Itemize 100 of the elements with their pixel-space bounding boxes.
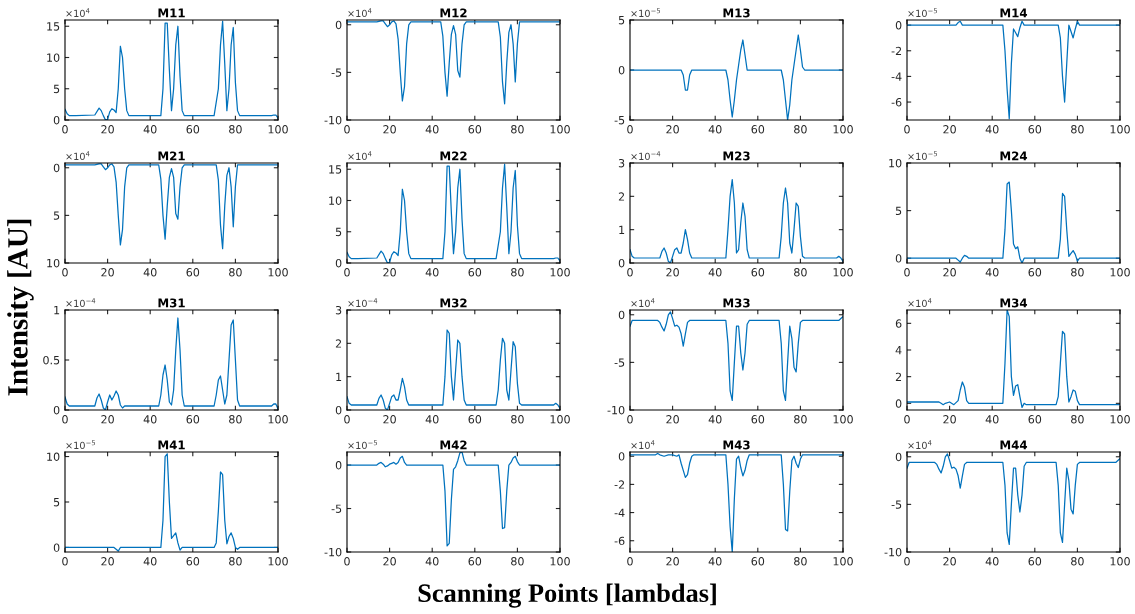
chart-title: M32 <box>440 298 467 308</box>
x-tick-label: 80 <box>229 557 242 566</box>
x-tick-label: 100 <box>833 125 853 134</box>
text: ×10$^{−4}$ <box>66 298 96 308</box>
x-tick-label: 40 <box>425 557 439 566</box>
chart-title: M34 <box>1000 298 1028 308</box>
x-tick-label: 80 <box>794 125 807 134</box>
x-tick-label: 60 <box>186 415 200 424</box>
y-tick-label: 0 <box>618 310 625 320</box>
x-tick-label: 60 <box>1028 557 1042 566</box>
x-tick-label: 60 <box>751 415 765 424</box>
text: ×10$^{−5}$ <box>908 151 938 161</box>
text: ×10$^{−5}$ <box>631 8 661 18</box>
x-tick-label: 20 <box>666 125 679 134</box>
x-tick-label: 100 <box>833 557 853 566</box>
x-tick-label: 80 <box>1071 415 1084 424</box>
y-tick-label: 10 <box>47 258 60 268</box>
chart-title: M12 <box>440 8 467 18</box>
x-tick-label: 100 <box>1110 125 1130 134</box>
x-tick-label: 80 <box>1071 125 1084 134</box>
x-tick-label: 80 <box>229 125 242 134</box>
x-tick-label: 60 <box>751 557 765 566</box>
y-tick-label: 0 <box>335 258 342 268</box>
y-tick-label: 0 <box>53 115 60 125</box>
x-tick-label: 60 <box>1028 268 1042 277</box>
chart-title: M24 <box>1000 151 1028 161</box>
x-tick-label: 80 <box>794 557 807 566</box>
x-tick-label: 60 <box>468 268 482 277</box>
y-tick-label: -5 <box>614 116 625 125</box>
line-series <box>907 20 1120 120</box>
x-tick-label: 80 <box>511 125 524 134</box>
y-tick-label: 1 <box>54 306 60 315</box>
x-tick-label: 20 <box>943 557 956 566</box>
y-tick-label: 1 <box>619 225 625 234</box>
x-tick-label: 60 <box>468 125 482 134</box>
y-tick-label: 0 <box>618 452 625 461</box>
x-tick-label: 40 <box>985 268 999 277</box>
x-tick-label: 20 <box>943 268 956 277</box>
y-tick-label: 3 <box>618 158 625 168</box>
y-tick-label: -5 <box>891 500 902 509</box>
y-tick-label: 4 <box>895 346 902 355</box>
x-tick-label: 60 <box>186 268 200 277</box>
x-tick-label: 40 <box>143 125 157 134</box>
y-tick-label: 1 <box>336 372 342 381</box>
chart-title: M22 <box>440 151 467 161</box>
y-tick-label: 6 <box>895 319 902 328</box>
x-tick-label: 40 <box>985 415 999 424</box>
x-tick-label: 0 <box>627 125 633 134</box>
x-tick-label: 80 <box>229 268 242 277</box>
text: ×10$^{4}$ <box>908 440 932 450</box>
text: ×10$^{4}$ <box>631 298 655 308</box>
y-tick-label: -10 <box>324 547 342 557</box>
text: ×10$^{4}$ <box>908 298 932 308</box>
y-tick-label: 2 <box>618 192 625 201</box>
line-series <box>65 20 278 120</box>
x-tick-label: 0 <box>62 125 68 134</box>
y-tick-label: -5 <box>331 504 342 513</box>
y-tick-label: 2 <box>335 339 342 348</box>
y-tick-label: 10 <box>47 53 60 62</box>
x-tick-label: 20 <box>101 557 114 566</box>
x-tick-label: 20 <box>666 415 679 424</box>
line-series <box>347 163 560 263</box>
text: ×10$^{4}$ <box>66 8 90 18</box>
chart-title: M42 <box>440 440 467 450</box>
x-tick-label: 60 <box>186 125 200 134</box>
x-tick-label: 0 <box>904 125 910 134</box>
y-tick-label: 5 <box>53 211 60 220</box>
text: ×10$^{4}$ <box>66 151 90 161</box>
y-tick-label: -10 <box>324 115 342 125</box>
x-tick-label: 40 <box>708 415 722 424</box>
x-tick-label: 80 <box>229 415 242 424</box>
x-tick-label: 0 <box>344 557 350 566</box>
x-tick-label: 0 <box>627 268 633 277</box>
x-tick-label: 40 <box>425 268 439 277</box>
y-tick-label: -4 <box>614 508 625 517</box>
x-tick-label: 0 <box>904 557 910 566</box>
x-tick-label: 40 <box>708 268 722 277</box>
chart-title: M33 <box>723 298 750 308</box>
y-tick-label: 0 <box>53 405 60 415</box>
chart-title: M44 <box>1000 440 1028 450</box>
x-tick-label: 60 <box>1028 125 1042 134</box>
x-tick-label: 20 <box>943 125 956 134</box>
x-tick-label: 100 <box>1110 415 1130 424</box>
x-tick-label: 0 <box>627 415 633 424</box>
x-tick-label: 60 <box>468 557 482 566</box>
y-tick-label: 5 <box>53 84 60 94</box>
x-tick-label: 20 <box>383 268 396 277</box>
text: ×10$^{−4}$ <box>631 151 661 161</box>
x-tick-label: 20 <box>383 415 396 424</box>
y-tick-label: -10 <box>884 547 902 557</box>
y-tick-label: 5 <box>618 16 625 25</box>
y-tick-label: 15 <box>47 22 60 31</box>
y-tick-label: -6 <box>891 98 902 107</box>
y-tick-label: 0 <box>618 65 625 75</box>
y-axis-title: Intensity [AU] <box>7 219 34 396</box>
x-tick-label: 0 <box>62 268 68 277</box>
text: ×10$^{4}$ <box>348 151 372 161</box>
x-tick-label: 60 <box>468 415 482 424</box>
y-tick-label: 5 <box>335 227 342 237</box>
x-tick-label: 40 <box>425 125 439 134</box>
